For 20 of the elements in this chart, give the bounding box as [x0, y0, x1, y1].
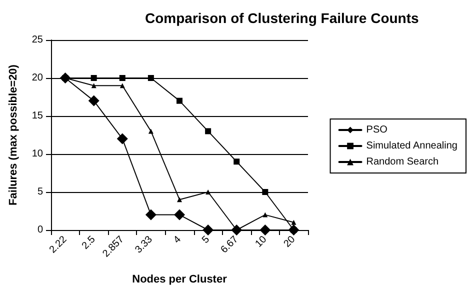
legend-label: Simulated Annealing — [366, 140, 458, 152]
x-tick-label: 20 — [282, 234, 298, 250]
y-tick-label: 10 — [32, 148, 44, 160]
y-tick-label: 15 — [32, 110, 44, 122]
y-tick-label: 5 — [37, 186, 44, 198]
x-tick-label: 2.5 — [80, 234, 98, 252]
legend-label: Random Search — [366, 156, 439, 168]
chart-title: Comparison of Clustering Failure Counts — [145, 10, 420, 26]
x-axis-title: Nodes per Cluster — [132, 274, 228, 286]
x-tick-label: 6.67 — [218, 234, 241, 256]
x-tick-label: 2.22 — [48, 234, 70, 256]
y-tick-label: 0 — [37, 224, 44, 236]
x-tick-label: 5 — [200, 234, 212, 246]
y-axis-title: Failures (max possible=20) — [8, 64, 20, 206]
x-tick-label: 3.33 — [133, 234, 156, 256]
legend-label: PSO — [366, 124, 388, 136]
y-tick-label: 20 — [32, 72, 44, 84]
x-tick-label: 10 — [253, 234, 270, 250]
y-tick-label: 25 — [32, 34, 44, 46]
x-tick-label: 4 — [172, 234, 184, 246]
